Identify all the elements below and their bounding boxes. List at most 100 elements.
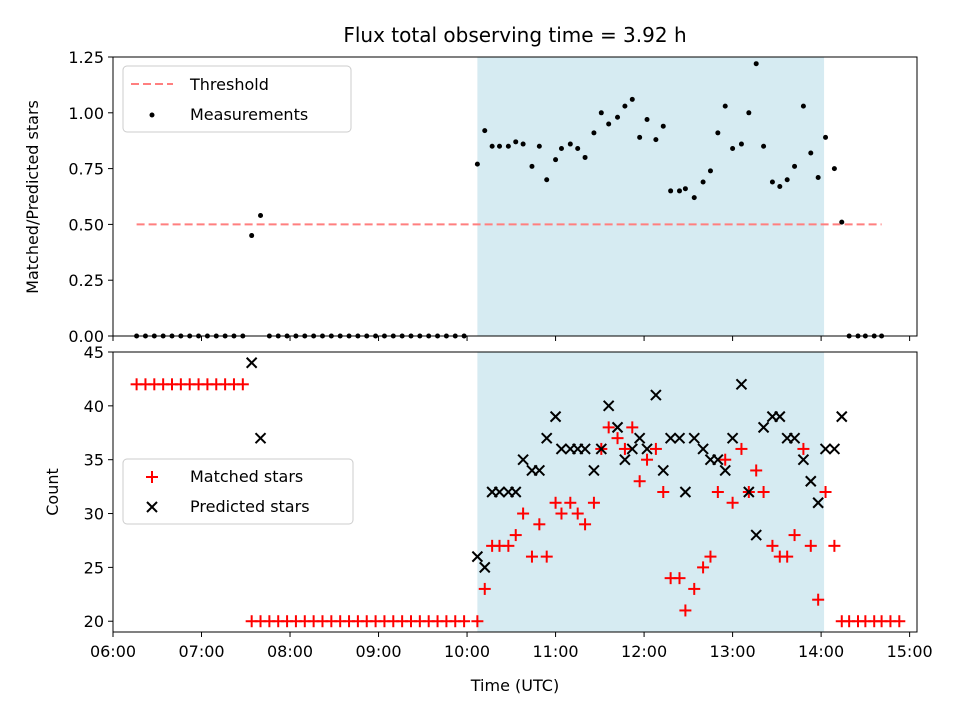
predicted-star-point bbox=[619, 453, 631, 466]
top-legend: Threshold Measurements bbox=[122, 65, 352, 133]
matched-star-point bbox=[587, 496, 600, 509]
matched-star-point bbox=[688, 582, 701, 595]
predicted-star-point bbox=[797, 453, 810, 466]
predicted-star-point bbox=[588, 464, 600, 477]
measurement-point bbox=[839, 219, 845, 225]
matched-star-point bbox=[657, 486, 670, 498]
predicted-star-point bbox=[595, 443, 608, 455]
matched-star-point bbox=[478, 582, 491, 595]
measurement-point bbox=[784, 177, 790, 183]
matched-star-point bbox=[602, 421, 615, 434]
x-tick-label: 10:00 bbox=[444, 642, 490, 661]
predicted-star-point bbox=[836, 410, 848, 423]
measurement-point bbox=[808, 150, 814, 156]
measurement-point bbox=[676, 188, 682, 194]
matched-star-point bbox=[471, 615, 484, 628]
measurement-point bbox=[823, 134, 829, 140]
measurement-point bbox=[582, 154, 588, 160]
matched-star-point bbox=[641, 453, 654, 466]
predicted-star-point bbox=[657, 464, 669, 477]
matched-star-point bbox=[571, 507, 584, 520]
predicted-star-point bbox=[549, 410, 562, 423]
matched-star-point bbox=[819, 486, 832, 498]
measurement-point bbox=[622, 103, 628, 109]
x-tick-label: 12:00 bbox=[621, 642, 667, 661]
matched-star-point bbox=[704, 550, 717, 563]
matched-star-point bbox=[236, 378, 249, 391]
predicted-star-point bbox=[735, 378, 748, 391]
matched-star-point bbox=[804, 539, 817, 552]
measurement-point bbox=[536, 143, 542, 149]
predicted-star-point bbox=[697, 443, 709, 455]
measurement-point bbox=[815, 175, 821, 181]
measurement-point bbox=[544, 177, 550, 183]
measurement-point bbox=[668, 188, 674, 194]
measurement-point bbox=[615, 114, 621, 120]
top-y-tick-label: 0.75 bbox=[68, 160, 104, 179]
bottom-y-tick-label: 40 bbox=[84, 397, 104, 416]
legend-matched-label: Matched stars bbox=[190, 467, 303, 486]
measurement-point bbox=[707, 168, 713, 174]
measurement-point bbox=[682, 186, 688, 192]
predicted-star-point bbox=[812, 497, 824, 509]
matched-star-point bbox=[549, 496, 562, 509]
measurement-point bbox=[558, 146, 564, 152]
measurement-point bbox=[575, 146, 581, 152]
legend-measurements-swatch bbox=[149, 112, 155, 118]
measurement-point bbox=[653, 137, 659, 143]
measurement-point bbox=[598, 110, 604, 116]
x-tick-label: 15:00 bbox=[887, 642, 933, 661]
measurement-point bbox=[637, 134, 643, 140]
predicted-star-point bbox=[579, 443, 591, 455]
matched-star-point bbox=[611, 432, 624, 445]
legend-measurements-label: Measurements bbox=[190, 105, 308, 124]
top-y-tick-label: 0.50 bbox=[68, 215, 104, 234]
measurement-point bbox=[746, 110, 752, 116]
measurement-point bbox=[777, 183, 783, 189]
matched-star-point bbox=[533, 518, 546, 531]
bottom-y-tick-label: 35 bbox=[84, 451, 104, 470]
measurement-point bbox=[520, 141, 526, 147]
matched-star-point bbox=[679, 604, 692, 617]
measurement-point bbox=[730, 146, 736, 152]
bottom-y-tick-label: 30 bbox=[84, 505, 104, 524]
measurement-point bbox=[722, 103, 728, 109]
measurement-point bbox=[644, 116, 650, 122]
x-tick-label: 07:00 bbox=[178, 642, 224, 661]
predicted-star-point bbox=[664, 432, 677, 444]
matched-star-point bbox=[757, 486, 770, 498]
bottom-highlight-span bbox=[477, 352, 825, 632]
measurement-point bbox=[715, 130, 721, 136]
predicted-star-point bbox=[805, 475, 817, 487]
predicted-star-point bbox=[633, 432, 646, 444]
measurement-point bbox=[513, 139, 519, 145]
measurement-point bbox=[700, 179, 706, 185]
predicted-star-point bbox=[533, 464, 546, 477]
predicted-star-point bbox=[602, 400, 615, 412]
predicted-star-point bbox=[510, 486, 522, 498]
predicted-star-point bbox=[688, 432, 700, 444]
legend-threshold-label: Threshold bbox=[189, 75, 269, 94]
matched-star-point bbox=[633, 475, 646, 488]
legend-predicted-label: Predicted stars bbox=[190, 497, 310, 516]
x-tick-label: 08:00 bbox=[267, 642, 313, 661]
matched-star-point bbox=[555, 507, 568, 520]
predicted-star-point bbox=[493, 486, 506, 498]
predicted-star-point bbox=[541, 432, 553, 444]
measurement-point bbox=[761, 143, 767, 149]
matched-star-point bbox=[726, 496, 739, 509]
chart-title: Flux total observing time = 3.92 h bbox=[343, 23, 686, 47]
legend-predicted-swatch bbox=[146, 501, 158, 513]
predicted-star-point bbox=[611, 421, 624, 434]
measurement-point bbox=[489, 143, 495, 149]
measurement-point bbox=[629, 96, 635, 102]
predicted-star-point bbox=[641, 443, 653, 455]
top-highlight-span bbox=[477, 57, 825, 336]
bottom-y-axis-label: Count bbox=[43, 468, 62, 516]
predicted-star-point bbox=[517, 453, 529, 466]
top-y-axis-label: Matched/Predicted stars bbox=[23, 100, 42, 294]
measurement-point bbox=[800, 103, 806, 109]
x-tick-label: 14:00 bbox=[798, 642, 844, 661]
measurement-point bbox=[553, 157, 559, 163]
